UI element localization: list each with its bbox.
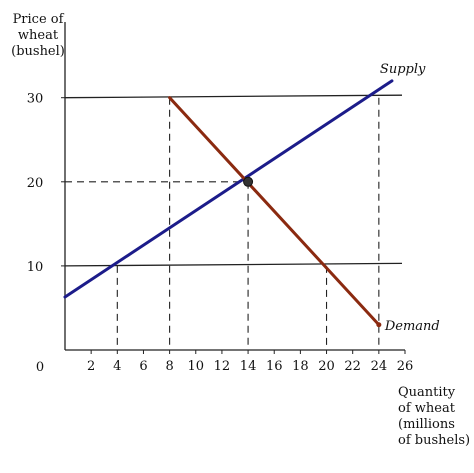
x-tick-label-12: 12 bbox=[214, 359, 231, 374]
x-tick-label-8: 8 bbox=[165, 359, 173, 374]
x-tick-label-20: 20 bbox=[318, 359, 335, 374]
demand-end-point bbox=[376, 322, 382, 328]
x-tick-label-22: 22 bbox=[344, 359, 361, 374]
x-axis-title-line-3: (millions bbox=[398, 417, 455, 432]
x-axis-title: Quantity of wheat (millions of bushels) bbox=[398, 385, 470, 448]
x-tick-label-14: 14 bbox=[240, 359, 257, 374]
y-axis-title: Price of wheat (bushel) bbox=[11, 12, 65, 59]
price-line-10 bbox=[64, 262, 403, 267]
x-axis-title-line-1: Quantity bbox=[398, 385, 456, 400]
y-axis-title-line-3: (bushel) bbox=[11, 44, 65, 59]
x-tick-label-18: 18 bbox=[292, 359, 309, 374]
equilibrium-marks bbox=[243, 176, 382, 328]
price-lines bbox=[64, 94, 403, 267]
x-tick-label-24: 24 bbox=[371, 359, 388, 374]
demand-label: Demand bbox=[384, 319, 440, 334]
x-tick-label-6: 6 bbox=[139, 359, 147, 374]
x-tick-label-10: 10 bbox=[187, 359, 204, 374]
x-axis-title-line-2: of wheat bbox=[398, 401, 456, 416]
demand-curve bbox=[168, 96, 381, 327]
equilibrium-point bbox=[243, 176, 254, 187]
x-tick-label-26: 26 bbox=[397, 359, 414, 374]
y-axis-title-line-2: wheat bbox=[18, 28, 59, 43]
price-line-30 bbox=[64, 94, 403, 99]
y-axis-title-line-1: Price of bbox=[13, 12, 65, 27]
supply-label: Supply bbox=[380, 62, 426, 77]
y-tick-label-20: 20 bbox=[27, 176, 44, 191]
x-axis-title-line-4: of bushels) bbox=[398, 433, 470, 448]
dashed-guides bbox=[65, 97, 380, 350]
curves: Supply Demand bbox=[63, 62, 440, 334]
x-tick-label-16: 16 bbox=[266, 359, 283, 374]
y-tick-label-30: 30 bbox=[27, 92, 44, 107]
y-tick-label-10: 10 bbox=[27, 260, 44, 275]
x-tick-label-4: 4 bbox=[113, 359, 121, 374]
supply-curve bbox=[63, 79, 394, 299]
origin-label: 0 bbox=[36, 360, 44, 375]
x-tick-label-2: 2 bbox=[87, 359, 95, 374]
